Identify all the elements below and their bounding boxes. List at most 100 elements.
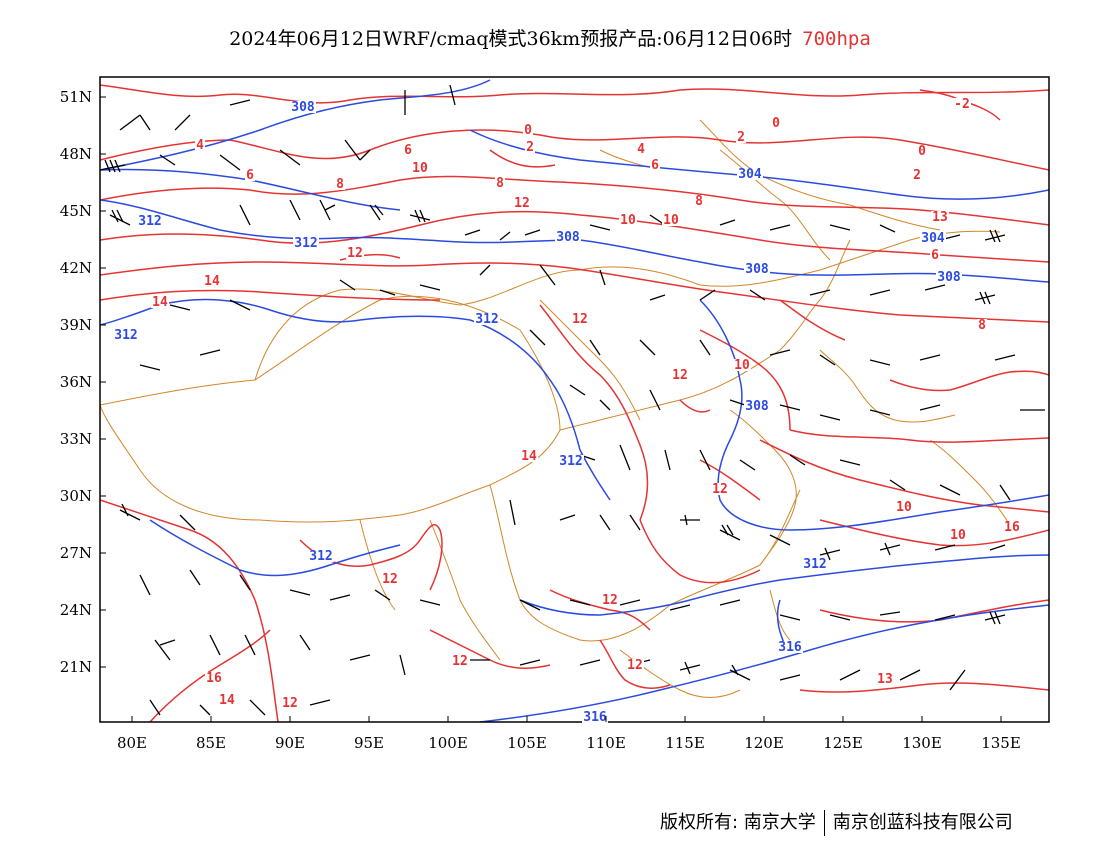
lon-label: 85E [196,734,226,752]
geopotential-label-bg [802,558,828,570]
temperature-label-bg [733,359,751,371]
temperature-label-bg [411,162,429,174]
map-frame [99,76,1050,723]
temperature-contour-label: 12 [347,246,363,261]
temperature-label-bg [205,672,223,684]
geopotential-label-bg [137,215,163,227]
temperature-contour-label: 6 [404,143,412,158]
temperature-label-bg [931,211,949,223]
geopotential-label-bg [308,550,334,562]
lon-label: 115E [665,734,705,752]
geopotential-label-bg [744,400,770,412]
temperature-contour-label: 2 [913,168,921,183]
temperature-label-bg [523,124,533,136]
temperature-contour-label: 14 [521,449,537,464]
geopotential-label-bg [293,237,319,249]
temperature-contour-label: 12 [627,658,643,673]
temperature-label-bg [953,98,971,110]
lat-label: 33N [60,430,92,448]
temperature-label-bg [876,673,894,685]
geopotential-label-bg [936,271,962,283]
title-text: 2024年06月12日WRF/cmaq模式36km预报产品:06月12日06时 [229,28,793,50]
geopotential-contour-label: 312 [309,549,332,564]
geopotential-label-bg [920,232,946,244]
geopotential-label-bg [558,455,584,467]
temperature-contour-label: 6 [651,158,659,173]
temperature-contour-label: 8 [496,176,504,191]
temperature-contour-label: 6 [246,168,254,183]
temperature-contour-label: 14 [219,693,235,708]
geopotential-contour-label: 308 [937,270,961,285]
copyright-footer: 版权所有: 南京大学 南京创蓝科技有限公司 [660,808,1013,836]
temperature-contour-label: 0 [918,144,926,159]
temperature-label-bg [771,117,781,129]
geopotential-contour-label: 312 [294,236,317,251]
temperature-label-bg [451,655,469,667]
geopotential-label-bg [290,101,316,113]
temperature-contour-label: 12 [572,312,588,327]
lon-label: 125E [823,734,863,752]
temperature-contour-label: 10 [950,528,966,543]
temperature-label-bg [636,143,646,155]
copyright-owner: 版权所有: 南京大学 [660,812,816,833]
temperature-contour-label: 12 [672,368,688,383]
temperature-contour-label: 12 [712,482,728,497]
temperature-contour-label: 16 [206,671,222,686]
temperature-contour-label: 4 [196,138,204,153]
geopotential-label-bg [113,329,139,341]
temperature-label-bg [601,594,619,606]
temperature-label-bg [281,697,299,709]
lon-label: 110E [586,734,626,752]
temperature-contour-label: 8 [695,194,703,209]
temperature-label-bg [895,501,913,513]
geopotential-contour-label: 308 [556,230,580,245]
temperature-label-bg [151,296,169,308]
temperature-label-bg [513,197,531,209]
temperature-contour-label: 2 [526,140,534,155]
geopotential-contour-label: 312 [559,454,582,469]
temperature-label-bg [949,529,967,541]
lat-label: 21N [60,658,92,676]
temperature-label-bg [671,369,689,381]
temperature-contour-label: 12 [514,196,530,211]
pressure-level: 700hpa [802,28,871,50]
geopotential-contour-label: 316 [583,710,607,725]
temperature-label-bg [977,319,987,331]
temperature-contour-label: 8 [978,318,986,333]
geopotential-contour-label: 312 [803,557,826,572]
temperature-contour-label: 0 [772,116,780,131]
temperature-contour-label: 10 [620,213,636,228]
temperature-contour-label: 4 [637,142,645,157]
temperature-contour-label: 12 [382,572,398,587]
lat-label: 39N [60,316,92,334]
temperature-contour-label: 13 [877,672,893,687]
company-name: 南京创蓝科技有限公司 [832,812,1013,833]
temperature-label-bg [912,169,922,181]
temperature-label-bg [403,144,413,156]
footer-divider [823,810,825,836]
lon-label: 100E [428,734,468,752]
lat-label: 45N [60,202,92,220]
temperature-contour-label: 14 [152,295,168,310]
temperature-contour-label: 13 [932,210,948,225]
temperature-label-bg [930,249,940,261]
temperature-label-bg [650,159,660,171]
geopotential-label-bg [474,313,500,325]
temperature-contour-label: 10 [896,500,912,515]
map-title: 2024年06月12日WRF/cmaq模式36km预报产品:06月12日06时 7… [0,24,1100,51]
lon-label: 120E [744,734,784,752]
lon-label: 80E [117,734,147,752]
temperature-label-bg [381,573,399,585]
temperature-label-bg [525,141,535,153]
lon-label: 95E [354,734,384,752]
lat-label: 30N [60,487,92,505]
geopotential-label-bg [777,641,803,653]
temperature-label-bg [626,659,644,671]
geopotential-contours [100,79,1049,722]
geopotential-contour-label: 308 [745,399,769,414]
geopotential-contour-label: 304 [738,167,762,182]
temperature-contour-label: 10 [734,358,750,373]
lat-label: 24N [60,601,92,619]
